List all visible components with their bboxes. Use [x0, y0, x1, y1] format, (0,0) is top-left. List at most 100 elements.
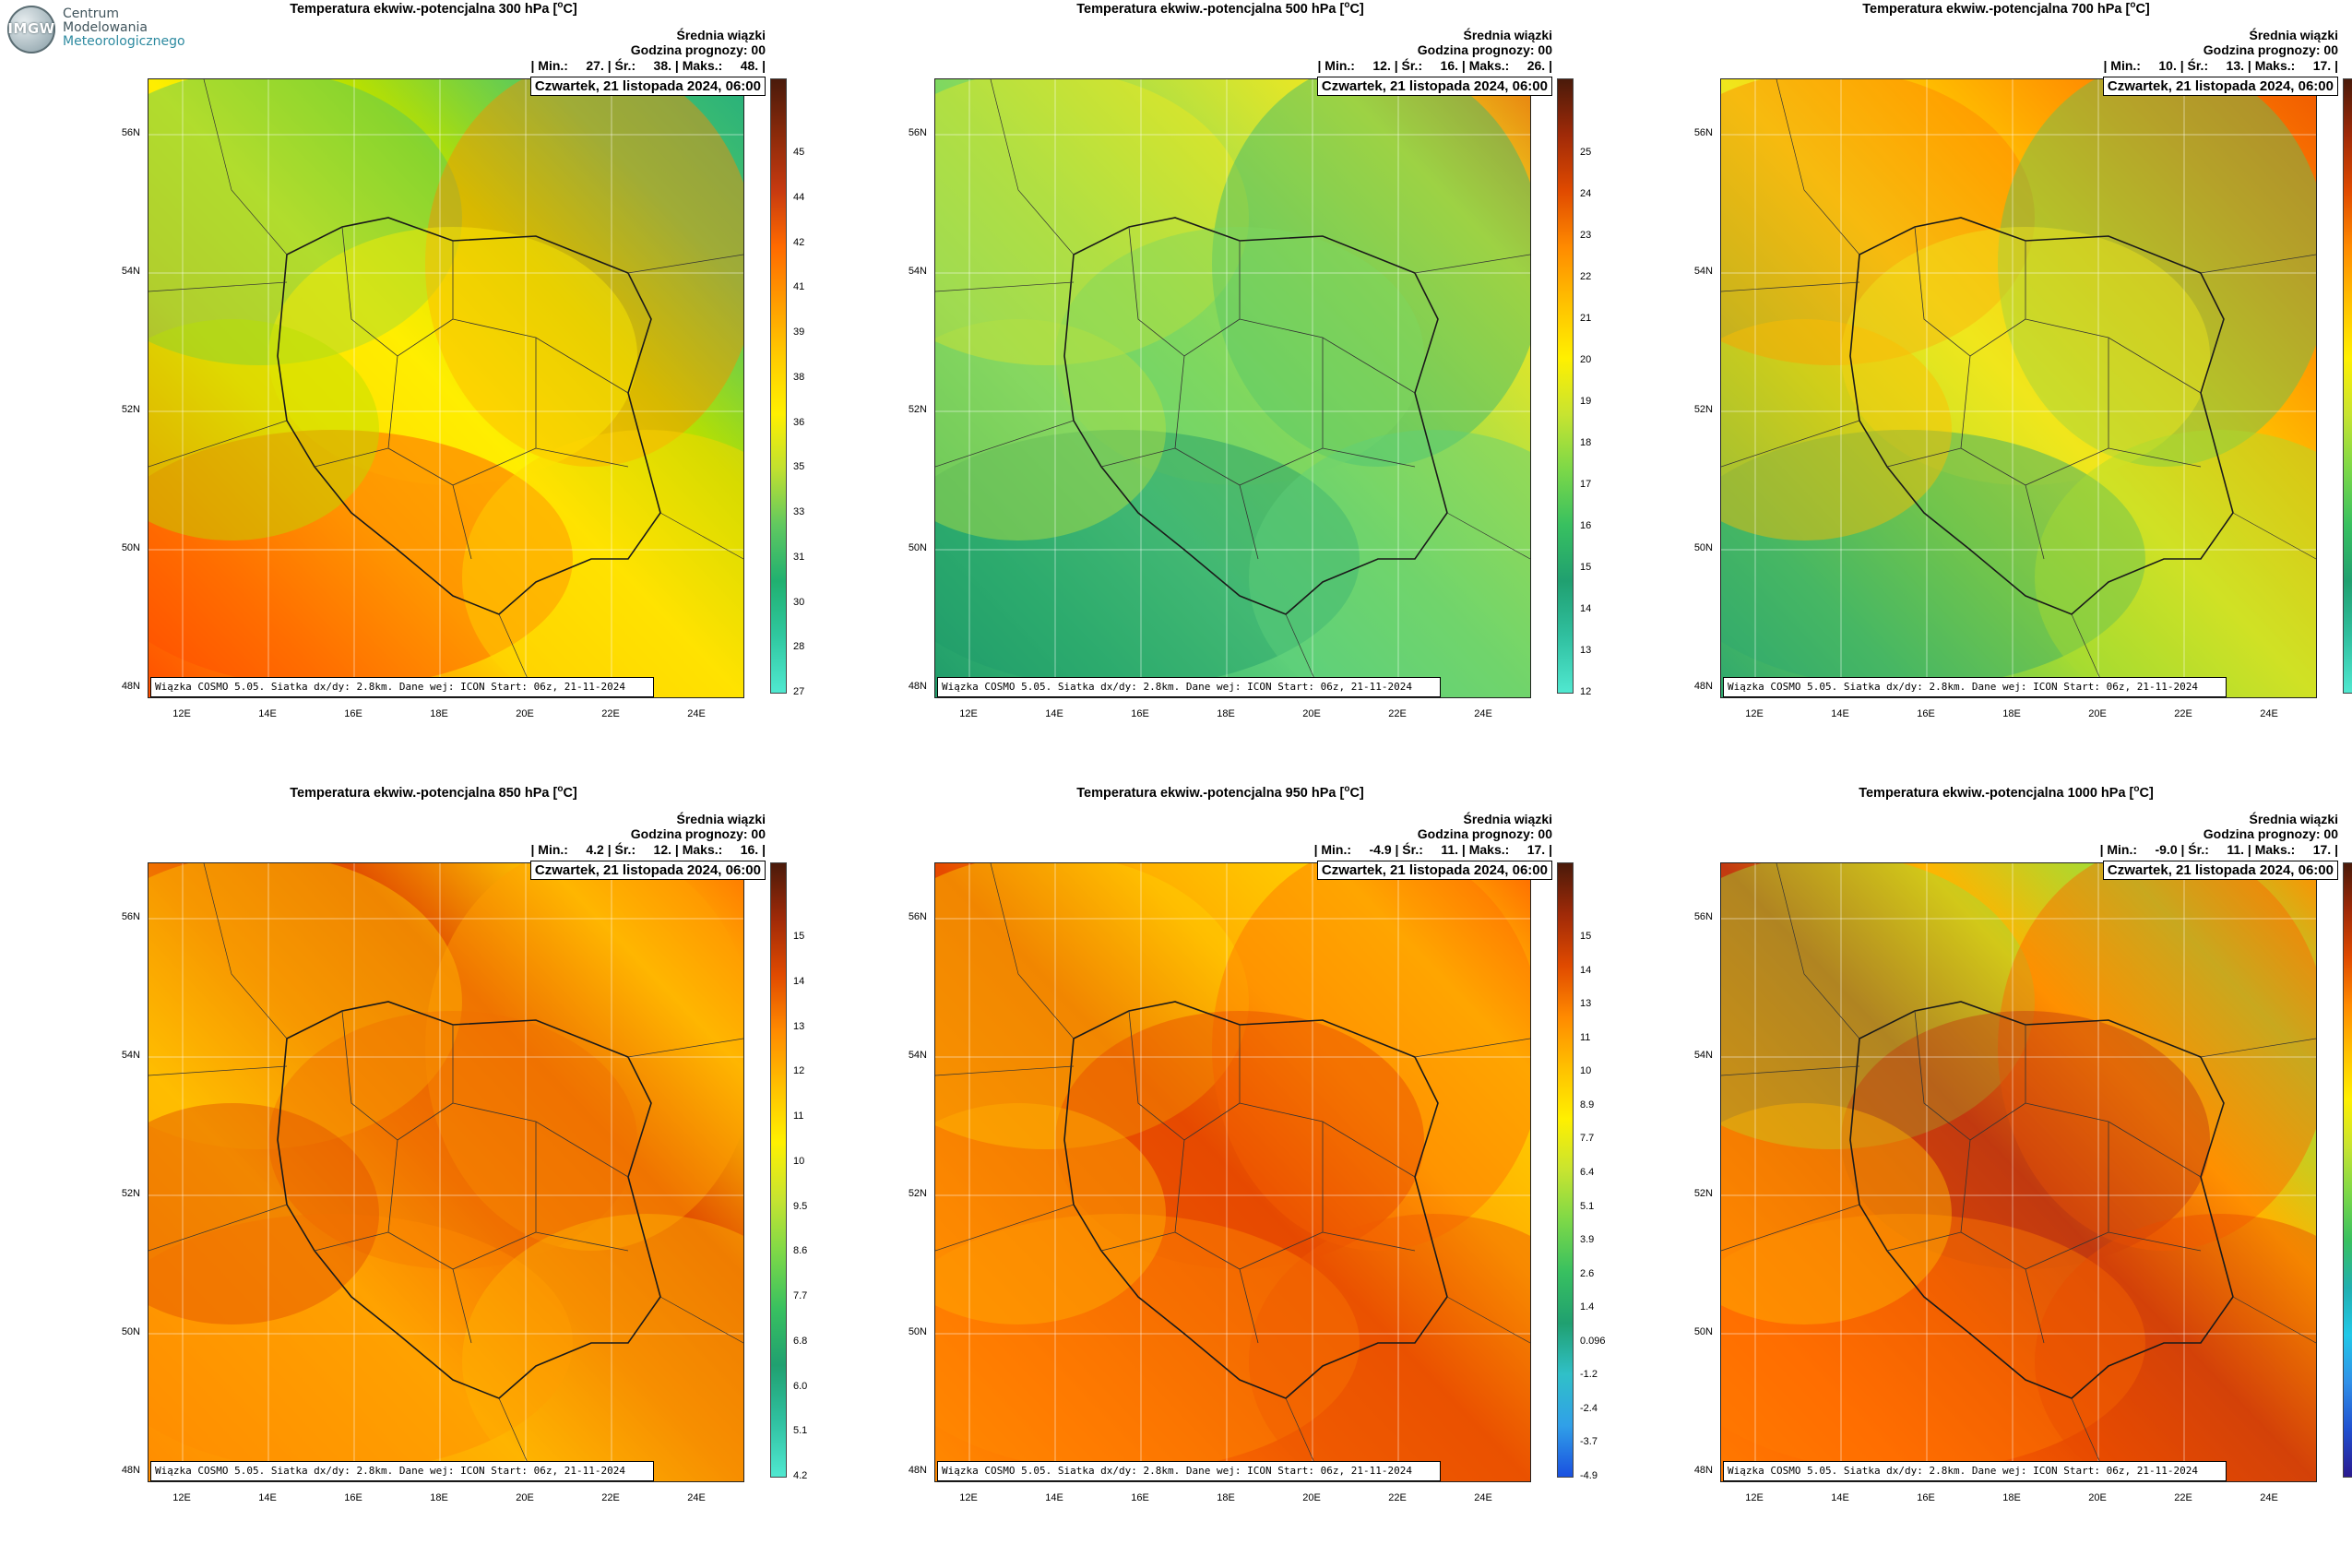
colorbar-tick-label: 23 [1580, 230, 1592, 241]
ensemble-mean-label: Średnia wiązki [676, 812, 766, 826]
country-border [1414, 1038, 1530, 1058]
country-border [935, 1204, 1075, 1252]
ensemble-mean-label: Średnia wiązki [2249, 28, 2338, 42]
ensemble-header: Średnia wiązki Godzina prognozy: 00 [1418, 812, 1552, 841]
colorbar-tick-label: 15 [793, 931, 805, 942]
lat-label: 56N [908, 911, 927, 922]
region-border [2025, 1268, 2045, 1344]
forecast-hour-label: Godzina prognozy: 00 [2203, 826, 2338, 841]
lon-label: 18E [430, 1492, 448, 1503]
forecast-hour-label: Godzina prognozy: 00 [2203, 42, 2338, 57]
region-border [452, 1268, 472, 1344]
lat-label: 52N [908, 1188, 927, 1199]
region-border [1886, 447, 1962, 468]
region-border [314, 447, 389, 468]
imgw-logo: IMGW Centrum Modelowania Meteorologiczne… [7, 6, 185, 53]
lon-label: 18E [2002, 708, 2021, 719]
forecast-hour-label: Godzina prognozy: 00 [1417, 42, 1552, 57]
country-border [148, 1204, 288, 1252]
field-blob [935, 430, 1360, 688]
region-border [2108, 1231, 2202, 1252]
field-map [1721, 79, 2316, 697]
field-blob [1721, 863, 2035, 1149]
ensemble-header: Średnia wiązki Godzina prognozy: 00 [2204, 812, 2338, 841]
colorbar-tick-label: -3.7 [1580, 1436, 1598, 1448]
ensemble-mean-label: Średnia wiązki [1463, 812, 1552, 826]
lat-label: 54N [908, 1050, 927, 1061]
colorbar-tick-label: 13 [1580, 998, 1592, 1010]
lat-label: 48N [121, 681, 140, 692]
lat-label: 52N [908, 404, 927, 415]
country-border [1721, 1204, 1860, 1252]
region-border [535, 447, 629, 468]
lon-label: 22E [1388, 1492, 1407, 1503]
field-blob [1721, 1214, 2145, 1472]
lon-label: 14E [258, 1492, 277, 1503]
colorbar-tick-label: 7.7 [1580, 1133, 1595, 1145]
colorbar-tick-label: 5.1 [793, 1425, 808, 1437]
field-blob [148, 79, 462, 365]
field-blob [1055, 1011, 1424, 1269]
country-border [2232, 1296, 2316, 1344]
region-border [1239, 1268, 1259, 1344]
colorbar-tick-label: 12 [793, 1065, 805, 1077]
colorbar-tick-label: 38 [793, 371, 805, 383]
colorbar-tick-label: 41 [793, 281, 805, 293]
field-map [1721, 863, 2316, 1481]
field-blob [935, 1214, 1360, 1472]
date-box: Czwartek, 21 listopada 2024, 06:00 [1316, 77, 1552, 96]
lat-label: 48N [908, 681, 927, 692]
region-border [1100, 447, 1176, 468]
country-border [627, 254, 743, 274]
colorbar [770, 78, 787, 694]
footer-info: Wiązka COSMO 5.05. Siatka dx/dy: 2.8km. … [150, 1461, 654, 1481]
lon-label: 12E [959, 708, 978, 719]
map-panel: Temperatura ekwiw.-potencjalna 300 hPa [… [55, 0, 812, 775]
country-border [1446, 1296, 1530, 1344]
lon-label: 12E [172, 708, 191, 719]
logo-line3: Meteorologicznego [63, 34, 185, 49]
country-border [1446, 512, 1530, 560]
poland-border [277, 1001, 661, 1399]
lon-label: 24E [687, 708, 706, 719]
stats-line: | Min.: 4.2 | Śr.: 12. | Maks.: 16. | [530, 842, 766, 857]
colorbar-tick-label: 33 [793, 506, 805, 517]
colorbar [2343, 862, 2352, 1478]
lat-label: 52N [121, 1188, 140, 1199]
panel-title: Temperatura ekwiw.-potencjalna 500 hPa [… [1076, 0, 1364, 17]
lon-label: 14E [258, 708, 277, 719]
imgw-badge: IMGW [7, 6, 55, 53]
stats-line: | Min.: 27. | Śr.: 38. | Maks.: 48. | [530, 58, 766, 73]
ensemble-header: Średnia wiązki Godzina prognozy: 00 [1418, 28, 1552, 57]
colorbar-labels: 15 14 13 11 10 8.9 7.7 6.4 5.1 3.9 2.6 1.4 0.096 -1.2… [1580, 862, 1626, 1481]
lat-label: 50N [121, 542, 140, 553]
lon-label: 24E [2260, 1492, 2278, 1503]
country-border [935, 420, 1075, 468]
colorbar-tick-label: 25 [1580, 147, 1592, 158]
map-area: Wiązka COSMO 5.05. Siatka dx/dy: 2.8km. … [1720, 862, 2317, 1482]
colorbar-tick-label: 8.6 [793, 1245, 808, 1257]
ensemble-mean-label: Średnia wiązki [676, 28, 766, 42]
country-border [1776, 863, 1860, 1039]
lat-label: 48N [1693, 1465, 1713, 1476]
ensemble-header: Średnia wiązki Godzina prognozy: 00 [631, 812, 766, 841]
lon-label: 22E [601, 708, 620, 719]
lon-label: 18E [430, 708, 448, 719]
lat-label: 52N [1693, 404, 1713, 415]
poland-border [1849, 217, 2234, 615]
field-fill [1721, 863, 2316, 1481]
ensemble-mean-label: Średnia wiązki [1463, 28, 1552, 42]
country-border [1721, 281, 1860, 292]
region-border [1100, 1231, 1176, 1252]
lon-label: 16E [1917, 1492, 1935, 1503]
stats-line: | Min.: -4.9 | Śr.: 11. | Maks.: 17. | [1313, 842, 1552, 857]
colorbar-tick-label: 36 [793, 416, 805, 428]
lon-label: 14E [1831, 708, 1849, 719]
country-border [659, 1296, 743, 1344]
colorbar-tick-label: 14 [793, 975, 805, 987]
lon-label: 16E [1917, 708, 1935, 719]
lat-label: 56N [908, 127, 927, 138]
colorbar-tick-label: 15 [1580, 931, 1592, 942]
colorbar-tick-label: 42 [793, 236, 805, 248]
poland-border [1063, 217, 1448, 615]
